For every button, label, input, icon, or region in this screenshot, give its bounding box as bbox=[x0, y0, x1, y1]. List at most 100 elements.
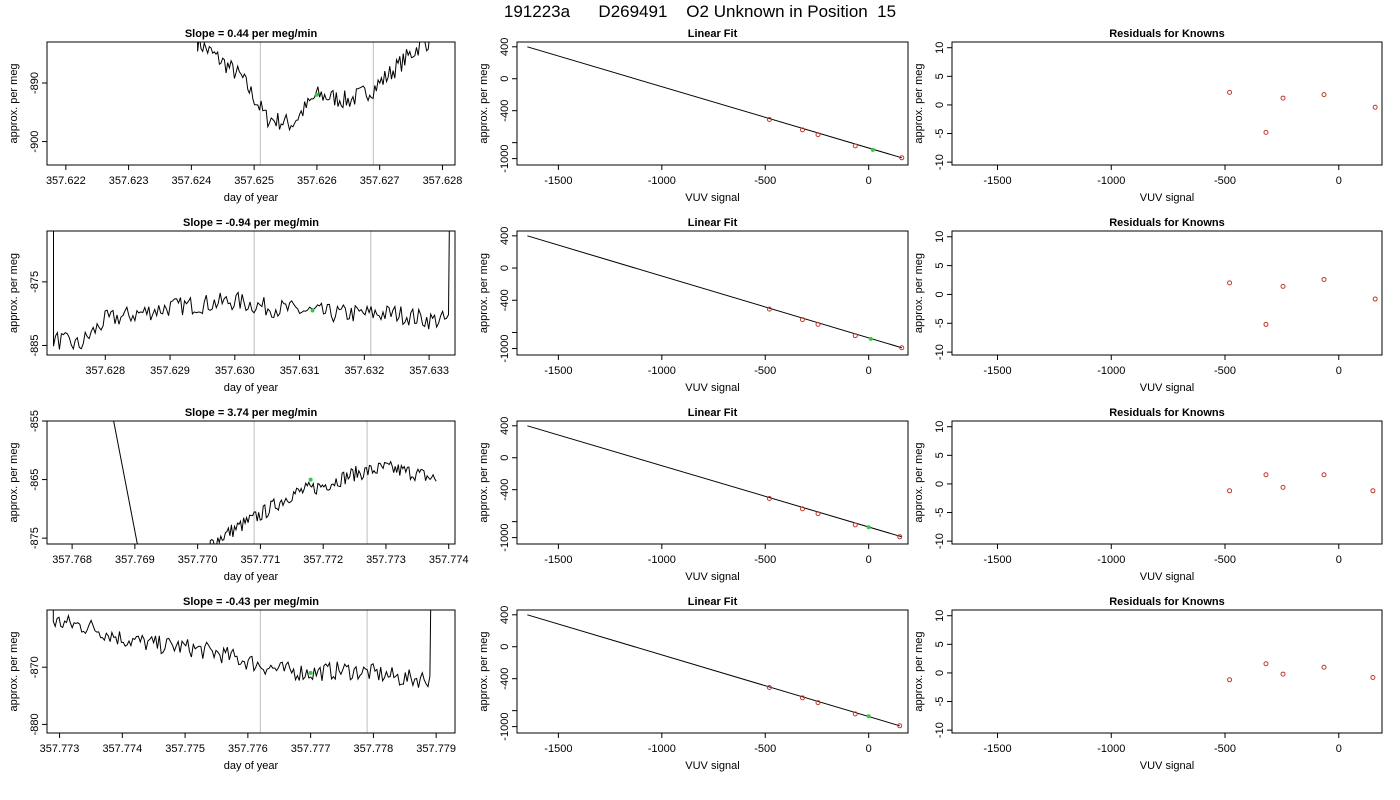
x-tick-label: 357.775 bbox=[165, 743, 205, 755]
plot-area bbox=[527, 425, 903, 540]
y-tick-label: -400 bbox=[499, 289, 511, 311]
known-point bbox=[897, 534, 903, 540]
x-tick-label: 357.628 bbox=[85, 365, 125, 377]
plot-frame bbox=[516, 230, 909, 356]
plot-frame bbox=[516, 41, 909, 166]
data-trace bbox=[52, 610, 432, 688]
residual-point bbox=[1372, 296, 1378, 302]
y-tick-label: 5 bbox=[934, 73, 946, 79]
y-tick-label: -10 bbox=[934, 533, 946, 549]
x-tick-label: 0 bbox=[1336, 365, 1342, 377]
x-tick-label: 357.773 bbox=[40, 743, 80, 755]
plot-frame bbox=[516, 420, 909, 545]
page-title: 191223a D269491 O2 Unknown in Position 1… bbox=[503, 2, 897, 21]
x-tick-label: 0 bbox=[1336, 554, 1342, 566]
residual-point bbox=[1280, 95, 1286, 101]
y-tick-label: 0 bbox=[934, 670, 946, 676]
y-tick-label: -1000 bbox=[499, 145, 511, 173]
panel-timeseries-2: Slope = -0.94 per meg/min 357.628 357.629 3… bbox=[8, 217, 456, 394]
x-tick-label: 357.769 bbox=[115, 554, 155, 566]
y-tick-label: -890 bbox=[29, 72, 41, 94]
y-tick-label: -875 bbox=[29, 527, 41, 549]
x-tick-label: -1000 bbox=[648, 175, 676, 187]
residual-point bbox=[1370, 675, 1376, 681]
panel-title: Linear Fit bbox=[688, 217, 738, 229]
panel-title: Linear Fit bbox=[688, 407, 738, 419]
y-tick-label: -1000 bbox=[499, 713, 511, 741]
y-tick-label: 400 bbox=[499, 227, 511, 245]
x-tick-label: -1000 bbox=[1097, 365, 1125, 377]
plot-area bbox=[527, 614, 903, 729]
unknown-point bbox=[314, 92, 319, 97]
x-tick-label: -1000 bbox=[648, 365, 676, 377]
residual-point bbox=[1321, 472, 1327, 478]
y-tick-label: -400 bbox=[499, 100, 511, 122]
x-axis-label: VUV signal bbox=[1140, 571, 1194, 583]
y-tick-label: 400 bbox=[499, 38, 511, 56]
panel-title: Slope = -0.94 per meg/min bbox=[183, 217, 319, 229]
known-point bbox=[897, 723, 903, 729]
residual-point bbox=[1321, 276, 1327, 282]
x-tick-label: 357.774 bbox=[429, 554, 469, 566]
y-tick-label: -900 bbox=[29, 131, 41, 153]
fit-line bbox=[527, 425, 902, 538]
residual-point bbox=[1263, 472, 1269, 478]
panel-residuals-4: Residuals for Knowns -1500 -1000 -500 0 -10 -5… bbox=[913, 596, 1383, 772]
known-point bbox=[815, 511, 821, 517]
x-tick-label: 357.774 bbox=[102, 743, 142, 755]
panel-title: Slope = 0.44 per meg/min bbox=[185, 28, 318, 40]
panel-title: Residuals for Knowns bbox=[1109, 217, 1225, 229]
x-tick-label: -500 bbox=[754, 554, 776, 566]
known-point bbox=[799, 506, 805, 512]
x-tick-label: -500 bbox=[754, 365, 776, 377]
panel-residuals-2: Residuals for Knowns -1500 -1000 -500 0 -10 -5… bbox=[913, 217, 1383, 394]
unknown-point bbox=[308, 477, 313, 482]
known-point bbox=[766, 684, 772, 690]
x-tick-label: 0 bbox=[1336, 743, 1342, 755]
residual-point bbox=[1280, 283, 1286, 289]
y-tick-label: -5 bbox=[934, 129, 946, 139]
data-trace bbox=[53, 231, 450, 351]
x-tick-label: 357.628 bbox=[423, 175, 463, 187]
residual-point bbox=[1321, 92, 1327, 98]
y-tick-label: -870 bbox=[29, 656, 41, 678]
x-tick-label: 0 bbox=[866, 554, 872, 566]
x-tick-label: 357.624 bbox=[171, 175, 211, 187]
y-axis-label: approx. per meg bbox=[478, 631, 490, 711]
residual-point bbox=[1321, 664, 1327, 670]
x-axis-label: VUV signal bbox=[685, 571, 739, 583]
x-tick-label: 357.629 bbox=[150, 365, 190, 377]
panel-title: Slope = 3.74 per meg/min bbox=[185, 407, 318, 419]
unknown-point bbox=[866, 525, 871, 530]
plot-frame bbox=[46, 420, 456, 545]
x-tick-label: 0 bbox=[866, 175, 872, 187]
x-tick-label: -500 bbox=[754, 175, 776, 187]
x-axis-label: day of year bbox=[224, 382, 279, 394]
x-tick-label: -1000 bbox=[648, 554, 676, 566]
x-tick-label: 357.625 bbox=[234, 175, 274, 187]
known-point bbox=[852, 711, 858, 717]
data-trace bbox=[197, 42, 430, 132]
y-axis-label: approx. per meg bbox=[8, 253, 20, 333]
y-tick-label: 10 bbox=[934, 231, 946, 243]
y-tick-label: 10 bbox=[934, 610, 946, 622]
panel-title: Linear Fit bbox=[688, 28, 738, 40]
x-tick-label: 0 bbox=[1336, 175, 1342, 187]
y-tick-label: 0 bbox=[934, 102, 946, 108]
y-tick-label: -875 bbox=[29, 271, 41, 293]
panel-fit-2: Linear Fit -1500 -1000 -500 0 -1000 -400 0 400 VU… bbox=[478, 217, 909, 394]
y-tick-label: -885 bbox=[29, 334, 41, 356]
y-tick-label: -1000 bbox=[499, 524, 511, 552]
unknown-point bbox=[868, 336, 873, 341]
y-axis-label: approx. per meg bbox=[913, 442, 925, 522]
x-tick-label: 357.779 bbox=[416, 743, 456, 755]
x-axis-label: VUV signal bbox=[1140, 192, 1194, 204]
panel-title: Residuals for Knowns bbox=[1109, 596, 1225, 608]
residual-point bbox=[1263, 321, 1269, 327]
x-tick-label: -1000 bbox=[1097, 175, 1125, 187]
known-point bbox=[815, 132, 821, 138]
x-tick-label: -1000 bbox=[1097, 743, 1125, 755]
panel-fit-4: Linear Fit -1500 -1000 -500 0 -1000 -400 0 400 VU… bbox=[478, 596, 909, 772]
plot-area bbox=[1227, 472, 1376, 494]
y-tick-label: -5 bbox=[934, 318, 946, 328]
